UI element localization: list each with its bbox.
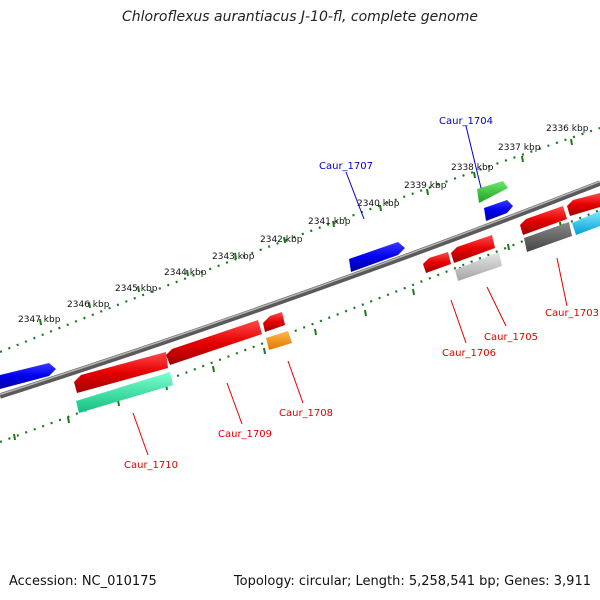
gene-arrow-caur-1709[interactable] [166,320,262,365]
gene-label-caur-1709: Caur_1709 [218,429,272,440]
genome-backbone [0,180,600,399]
accession-text: Accession: NC_010175 [9,574,157,589]
gene-box-orange[interactable] [266,331,292,350]
gene-arrow-forward[interactable] [0,363,56,389]
gene-label-caur-1708: Caur_1708 [279,408,333,419]
tick-label: 2345 kbp [115,284,158,294]
tick-label: 2341 kbp [308,217,351,227]
outer-major-ticks [39,138,573,326]
gene-arrow-caur-1706[interactable] [423,252,451,273]
tick-label: 2339 kbp [404,181,447,191]
gene-label-caur-1706: Caur_1706 [442,348,496,359]
tick-label: 2337 kbp [498,143,541,153]
gene-arrow-caur-1707[interactable] [349,242,405,272]
gene-box-grey[interactable] [455,252,502,281]
tick-label: 2344 kbp [164,268,207,278]
tick-label: 2347 kbp [18,315,61,325]
gene-box-cyan[interactable] [572,211,600,235]
outer-scale-arc [0,126,600,354]
gene-arrow-caur-1704-green[interactable] [477,181,508,203]
kbp-labels: 2336 kbp 2337 kbp 2338 kbp 2339 kbp 2340… [18,124,589,325]
tick-label: 2342 kbp [260,235,303,245]
gene-label-caur-1710: Caur_1710 [124,460,178,471]
gene-label-caur-1703: Caur_1703 [545,308,599,319]
label-connectors [132,125,568,456]
tick-label: 2336 kbp [546,124,589,134]
gene-label-caur-1707: Caur_1707 [319,161,373,172]
gene-box-dark[interactable] [524,222,572,252]
gene-label-caur-1704: Caur_1704 [439,116,493,127]
gene-box-mint[interactable] [76,372,173,413]
tick-label: 2346 kbp [67,300,110,310]
gene-arrow-caur-1710[interactable] [74,352,168,393]
genome-title: Chloroflexus aurantiacus J-10-fl, comple… [122,9,478,25]
gene-arrow-red-edge[interactable] [567,193,600,216]
gene-labels: Caur_1704 Caur_1707 Caur_1703 Caur_1705 … [124,116,599,471]
topology-summary: Topology: circular; Length: 5,258,541 bp… [233,574,591,589]
gene-arrow-caur-1708[interactable] [263,312,285,332]
gene-label-caur-1705: Caur_1705 [484,332,538,343]
gene-arrow-caur-1703[interactable] [520,206,567,235]
gene-arrow-caur-1704[interactable] [484,200,513,221]
gene-arrow-caur-1705[interactable] [451,235,495,263]
tick-label: 2338 kbp [451,163,494,173]
tick-label: 2340 kbp [357,199,400,209]
tick-label: 2343 kbp [212,252,255,262]
